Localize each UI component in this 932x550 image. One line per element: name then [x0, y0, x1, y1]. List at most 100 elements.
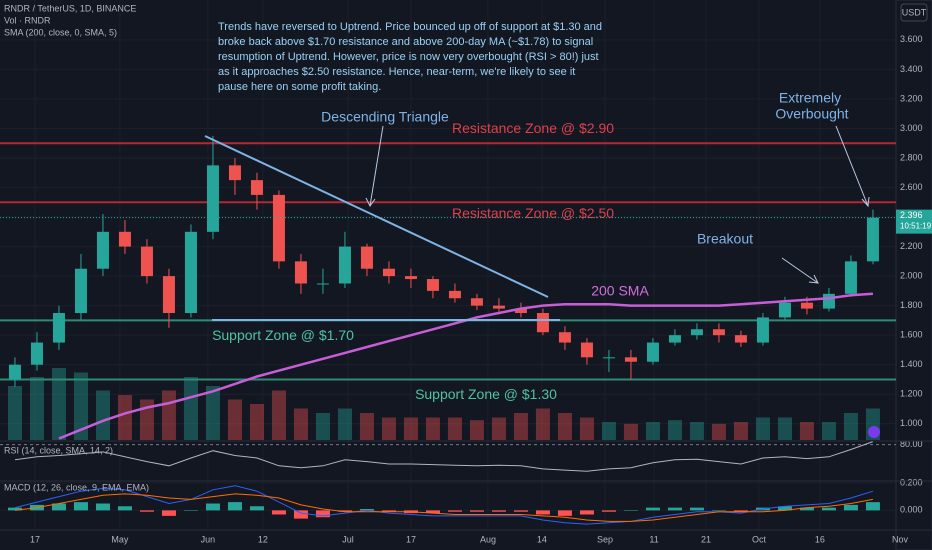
x-tick-label: 17 — [30, 534, 40, 544]
candle-body — [404, 276, 417, 280]
volume-bar — [667, 420, 682, 440]
x-tick-label: 11 — [649, 534, 658, 544]
y-tick-label: 2.800 — [900, 152, 923, 162]
macd-histogram-bar — [799, 507, 814, 511]
macd-histogram-bar — [249, 506, 264, 511]
volume-bar — [513, 413, 528, 440]
macd-histogram-bar — [557, 510, 572, 516]
macd-histogram-bar — [271, 510, 286, 515]
volume-bar — [51, 368, 66, 440]
y-tick-label: 1.400 — [900, 359, 923, 369]
macd-histogram-bar — [359, 509, 374, 511]
price-axis-panel — [895, 0, 932, 550]
zone-label: Resistance Zone @ $2.50 — [452, 205, 614, 221]
candle-body — [228, 165, 241, 181]
annotation: Extremely — [779, 90, 841, 106]
commentary-line: pause here on some profit taking. — [218, 81, 381, 93]
macd-histogram-bar — [535, 510, 550, 515]
candle-body — [624, 357, 637, 362]
candle-body — [8, 364, 21, 380]
macd-histogram-bar — [381, 510, 396, 512]
macd-histogram-bar — [777, 506, 792, 511]
candle-body — [118, 231, 131, 247]
arrow — [781, 257, 819, 284]
volume-bar — [183, 377, 198, 440]
volume-bar — [403, 417, 418, 440]
y-tick-label: 3.400 — [900, 64, 923, 74]
candle-body — [844, 261, 857, 294]
macd-tick-label: 0.000 — [900, 505, 923, 515]
currency-box — [900, 3, 928, 22]
volume-bar — [579, 417, 594, 440]
macd-histogram-bar — [865, 502, 880, 511]
annotation: Overbought — [775, 106, 848, 122]
candle-body — [514, 308, 527, 314]
macd-histogram-bar — [205, 503, 220, 511]
volume-bar — [315, 413, 330, 440]
candle-body — [536, 313, 549, 333]
volume-bar — [117, 395, 132, 440]
volume-bar — [623, 423, 638, 440]
volume-bar — [95, 390, 110, 440]
macd-histogram-bar — [7, 507, 22, 511]
candle-body — [492, 305, 505, 309]
annotation: Breakout — [697, 231, 753, 247]
candle-body — [316, 283, 329, 285]
commentary-line: broke back above $1.70 resistance and ab… — [218, 36, 593, 48]
candle-body — [580, 342, 593, 358]
commentary-line: resumption of Uptrend. However, price is… — [218, 51, 599, 63]
y-tick-label: 1.800 — [900, 300, 923, 310]
volume-legend: Vol · RNDR — [4, 15, 51, 25]
candle-body — [668, 335, 681, 343]
y-tick-label: 1.600 — [900, 330, 923, 340]
macd-histogram-bar — [601, 510, 616, 512]
x-tick-label: 14 — [537, 534, 547, 544]
sma-label: 200 SMA — [591, 283, 649, 299]
candle-body — [646, 342, 659, 362]
plot: 17 May Jun 12 Jul 17 Aug 14 Sep 11 21 Oct 16 Nov 1.000… — [0, 21, 932, 544]
volume-bar — [777, 417, 792, 440]
volume-bar — [733, 422, 748, 440]
y-tick-label: 3.200 — [900, 93, 923, 103]
volume-bar — [249, 404, 264, 440]
candle-body — [866, 217, 879, 262]
volume-bar — [755, 417, 770, 440]
macd-histogram-bar — [73, 502, 88, 511]
y-tick-label: 3.000 — [900, 123, 923, 133]
volume-bar — [73, 372, 88, 440]
macd-histogram-bar — [821, 507, 836, 511]
y-tick-label: 2.600 — [900, 182, 923, 192]
volume-bar — [227, 399, 242, 440]
x-tick-label: Jun — [201, 534, 216, 544]
macd-tick-label: 0.200 — [900, 477, 923, 487]
x-tick-label: May — [111, 534, 129, 544]
last-price: 2.396 — [900, 210, 923, 220]
macd-histogram-bar — [161, 510, 176, 516]
macd-histogram-bar — [227, 502, 242, 511]
candle-body — [30, 342, 43, 365]
candle-body — [448, 290, 461, 299]
volume-bar — [7, 386, 22, 440]
volume-bar — [447, 417, 462, 440]
y-tick-label: 2.200 — [900, 241, 923, 251]
volume-bar — [29, 377, 44, 440]
candle-body — [96, 231, 109, 269]
currency: USDT — [902, 7, 927, 17]
macd-histogram-bar — [315, 510, 330, 518]
macd-histogram-bar — [579, 510, 594, 515]
macd-histogram-bar — [425, 510, 440, 514]
countdown: 10:51:19 — [900, 222, 932, 231]
macd-histogram-bar — [491, 510, 506, 512]
volume-bar — [535, 408, 550, 440]
macd-legend: MACD (12, 26, close, 9, EMA, EMA) — [4, 482, 149, 492]
last-price-box — [896, 209, 932, 234]
candle-body — [778, 302, 791, 318]
zone-label: Support Zone @ $1.70 — [212, 327, 354, 343]
candle-body — [52, 313, 65, 343]
macd-histogram-bar — [139, 510, 154, 512]
arrows — [365, 125, 870, 284]
candle-body — [734, 335, 747, 343]
